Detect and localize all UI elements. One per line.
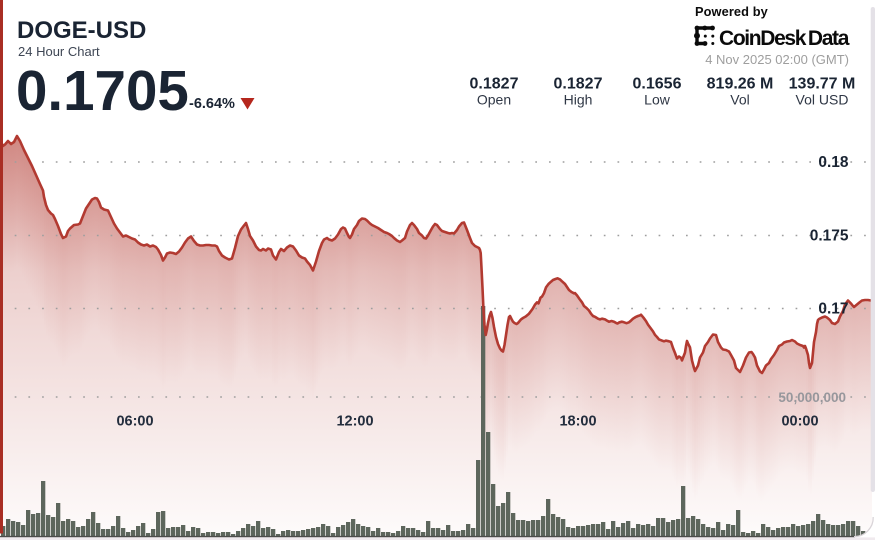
- svg-text:50,000,000: 50,000,000: [778, 390, 846, 405]
- svg-text:High: High: [564, 92, 593, 108]
- svg-text:CoinDesk Data: CoinDesk Data: [719, 27, 850, 50]
- svg-text:Low: Low: [644, 92, 671, 108]
- svg-text:DOGE-USD: DOGE-USD: [17, 17, 146, 44]
- svg-text:12:00: 12:00: [336, 414, 373, 430]
- svg-text:0.1705: 0.1705: [16, 59, 189, 122]
- svg-text:24 Hour Chart: 24 Hour Chart: [18, 44, 100, 59]
- svg-text:4 Nov 2025 02:00 (GMT): 4 Nov 2025 02:00 (GMT): [705, 52, 849, 67]
- svg-text:-6.64%: -6.64%: [189, 96, 235, 112]
- svg-text:00:00: 00:00: [781, 414, 818, 430]
- svg-text:Vol: Vol: [730, 92, 749, 108]
- svg-text:18:00: 18:00: [559, 414, 596, 430]
- svg-text:0.1656: 0.1656: [633, 76, 682, 93]
- svg-text:0.18: 0.18: [818, 154, 849, 171]
- svg-text:0.1827: 0.1827: [470, 76, 519, 93]
- svg-text:0.17: 0.17: [818, 301, 848, 318]
- svg-text:0.175: 0.175: [810, 228, 849, 245]
- svg-text:139.77 M: 139.77 M: [789, 76, 856, 93]
- svg-text:Powered by: Powered by: [695, 4, 769, 19]
- svg-text:819.26 M: 819.26 M: [707, 76, 774, 93]
- svg-text:06:00: 06:00: [116, 414, 153, 430]
- svg-text:Open: Open: [477, 92, 511, 108]
- svg-text:Vol USD: Vol USD: [796, 92, 849, 108]
- svg-text:0.1827: 0.1827: [554, 76, 603, 93]
